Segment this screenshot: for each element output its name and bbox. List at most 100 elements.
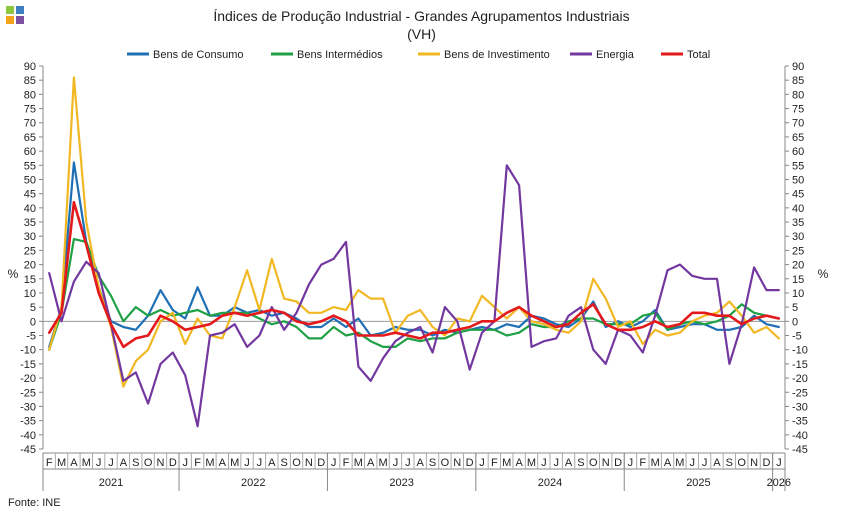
y-tick-label-left: -35	[20, 416, 36, 428]
y-tick-label-right: 20	[792, 260, 804, 272]
y-tick-label-left: -40	[20, 430, 36, 442]
year-label: 2026	[767, 477, 791, 489]
series-line-total	[47, 200, 781, 349]
y-tick-label-right: 30	[792, 231, 804, 243]
logo-square-green	[6, 6, 14, 14]
y-tick-label-right: -40	[792, 430, 808, 442]
month-label: M	[675, 457, 684, 469]
y-tick-label-left: 20	[24, 260, 36, 272]
y-tick-label-right: 45	[792, 189, 804, 201]
month-label: D	[762, 457, 770, 469]
y-tick-label-right: 65	[792, 132, 804, 144]
month-label: F	[639, 457, 646, 469]
month-label: M	[82, 457, 91, 469]
y-tick-label-right: 75	[792, 104, 804, 116]
y-tick-label-left: 70	[24, 118, 36, 130]
y-tick-label-left: 90	[24, 61, 36, 73]
month-label: F	[343, 457, 350, 469]
month-label: F	[491, 457, 498, 469]
month-label: J	[702, 457, 708, 469]
month-label: M	[527, 457, 536, 469]
month-label: J	[108, 457, 114, 469]
y-tick-label-right: -10	[792, 345, 808, 357]
month-label: S	[429, 457, 436, 469]
month-label: M	[57, 457, 66, 469]
y-tick-label-left: -30	[20, 401, 36, 413]
y-tick-label-left: 15	[24, 274, 36, 286]
y-tick-label-right: -45	[792, 444, 808, 456]
month-label: J	[690, 457, 696, 469]
y-tick-label-right: 10	[792, 288, 804, 300]
year-label: 2024	[538, 477, 562, 489]
month-label: J	[405, 457, 411, 469]
y-tick-label-left: -20	[20, 373, 36, 385]
month-label: M	[502, 457, 511, 469]
month-label: M	[354, 457, 363, 469]
y-tick-label-right: 80	[792, 89, 804, 101]
month-label: N	[157, 457, 165, 469]
month-label: N	[453, 457, 461, 469]
month-label: J	[393, 457, 399, 469]
y-tick-label-left: -10	[20, 345, 36, 357]
y-axis-label-left: %	[8, 267, 19, 281]
month-label: O	[737, 457, 746, 469]
y-tick-label-left: -25	[20, 387, 36, 399]
month-label: J	[244, 457, 250, 469]
y-tick-label-left: 80	[24, 89, 36, 101]
chart-title-line1: Índices de Produção Industrial - Grandes…	[213, 8, 630, 24]
month-label: N	[750, 457, 758, 469]
month-label: O	[589, 457, 598, 469]
y-tick-label-left: 50	[24, 174, 36, 186]
y-tick-label-left: 0	[30, 316, 36, 328]
y-tick-label-left: 45	[24, 189, 36, 201]
y-tick-label-left: 30	[24, 231, 36, 243]
y-tick-label-left: 35	[24, 217, 36, 229]
month-label: A	[713, 457, 721, 469]
month-label: O	[292, 457, 301, 469]
y-tick-label-right: 15	[792, 274, 804, 286]
logo-square-orange	[6, 16, 14, 24]
month-label: D	[169, 457, 177, 469]
month-label: A	[664, 457, 672, 469]
legend-label: Bens Intermédios	[297, 49, 383, 61]
month-label: N	[602, 457, 610, 469]
month-label: J	[479, 457, 485, 469]
legend-label: Bens de Investimento	[444, 49, 550, 61]
month-label: J	[331, 457, 337, 469]
year-label: 2023	[389, 477, 413, 489]
y-tick-label-right: 85	[792, 75, 804, 87]
y-tick-label-right: 70	[792, 118, 804, 130]
series-line-energia	[48, 164, 780, 428]
logo-square-purple	[16, 16, 24, 24]
ine-logo	[6, 6, 24, 24]
y-tick-label-right: -30	[792, 401, 808, 413]
chart-title-line2: (VH)	[407, 26, 436, 42]
month-label: A	[367, 457, 375, 469]
y-tick-label-right: 55	[792, 160, 804, 172]
legend-label: Bens de Consumo	[153, 49, 244, 61]
month-label: A	[268, 457, 276, 469]
month-label: J	[182, 457, 188, 469]
month-label: A	[417, 457, 425, 469]
month-label: S	[280, 457, 287, 469]
month-label: D	[317, 457, 325, 469]
y-tick-label-left: 65	[24, 132, 36, 144]
month-label: N	[305, 457, 313, 469]
logo-square-blue	[16, 6, 24, 14]
month-label: S	[726, 457, 733, 469]
legend-label: Energia	[596, 49, 635, 61]
y-tick-label-right: 50	[792, 174, 804, 186]
y-tick-label-left: -15	[20, 359, 36, 371]
y-tick-label-left: 5	[30, 302, 36, 314]
y-tick-label-right: 0	[792, 316, 798, 328]
y-tick-label-left: 25	[24, 245, 36, 257]
y-tick-label-left: 10	[24, 288, 36, 300]
month-label: S	[577, 457, 584, 469]
y-tick-label-right: -25	[792, 387, 808, 399]
y-axis-label-right: %	[818, 267, 829, 281]
year-label: 2025	[686, 477, 710, 489]
month-label: F	[194, 457, 201, 469]
source-note: Fonte: INE	[8, 497, 61, 509]
month-label: O	[144, 457, 153, 469]
